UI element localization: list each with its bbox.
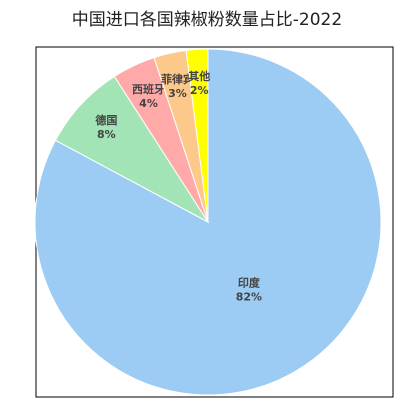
slice-label: 印度 bbox=[238, 275, 261, 289]
slice-label: 西班牙 bbox=[132, 82, 165, 96]
slice-value: 8% bbox=[97, 128, 116, 141]
slice-label: 其他 bbox=[188, 69, 210, 83]
slice-value: 2% bbox=[190, 84, 209, 97]
slice-label: 菲律宾 bbox=[161, 72, 194, 86]
slice-label: 德国 bbox=[94, 113, 117, 127]
slice-value: 82% bbox=[236, 290, 262, 303]
pie-slice bbox=[185, 48, 209, 223]
slice-value: 3% bbox=[168, 87, 187, 100]
slice-value: 4% bbox=[139, 97, 158, 110]
chart-title: 中国进口各国辣椒粉数量占比-2022 bbox=[72, 10, 342, 30]
pie-slice bbox=[54, 75, 210, 224]
